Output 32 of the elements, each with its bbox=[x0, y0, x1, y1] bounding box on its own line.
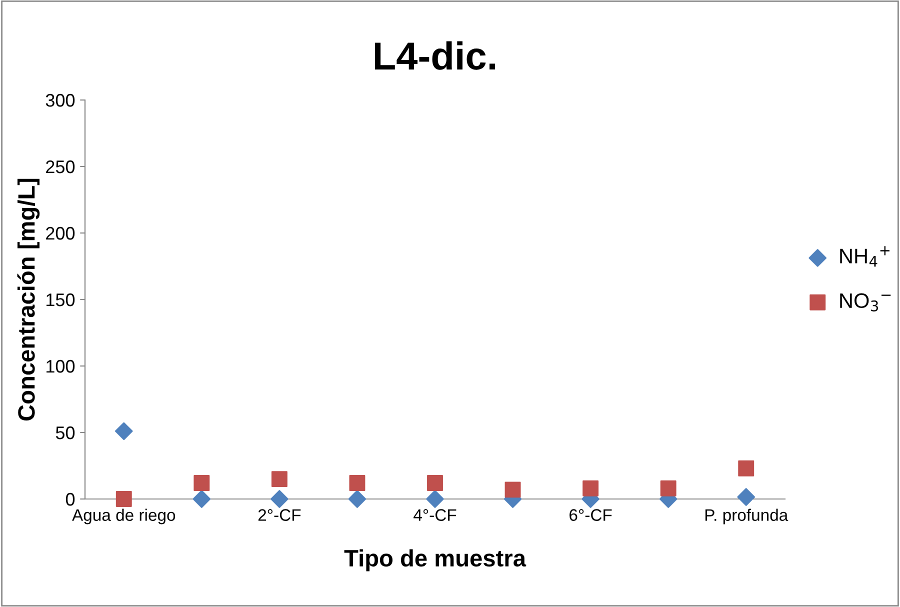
point bbox=[348, 490, 366, 508]
point bbox=[192, 490, 211, 508]
y-tick-label: 0 bbox=[66, 492, 75, 506]
y-tick-label: 100 bbox=[46, 360, 75, 373]
y-axis-title: Concentración [mg/L] bbox=[17, 178, 40, 421]
point bbox=[116, 491, 132, 507]
x-tick-label: Agua de riego bbox=[72, 508, 176, 524]
y-tick-label: 200 bbox=[46, 226, 75, 240]
point bbox=[427, 475, 443, 492]
point bbox=[738, 460, 754, 476]
point bbox=[194, 475, 210, 492]
y-tick-label: 50 bbox=[56, 426, 75, 440]
legend-label: NO$_{3}$$^{−}$ bbox=[840, 293, 891, 312]
y-tick-label: 150 bbox=[46, 293, 75, 306]
x-tick-label: 4°-CF bbox=[414, 509, 456, 521]
x-tick-label: 6°-CF bbox=[570, 509, 612, 521]
point bbox=[270, 490, 288, 508]
legend-label: NH$_{4}$$^{+}$ bbox=[840, 246, 890, 267]
y-tick-label: 300 bbox=[46, 94, 75, 107]
point bbox=[582, 480, 599, 496]
point bbox=[114, 422, 133, 440]
x-tick-label: P. profunda bbox=[705, 508, 788, 524]
point bbox=[737, 488, 756, 506]
point bbox=[271, 471, 288, 488]
x-axis-title: Tipo de muestra bbox=[344, 549, 526, 572]
point bbox=[349, 475, 366, 492]
point bbox=[504, 482, 521, 498]
chart-title: L4-dic. bbox=[374, 41, 495, 70]
x-tick-label: 2°-CF bbox=[258, 509, 301, 521]
y-tick-label: 250 bbox=[46, 160, 75, 174]
point bbox=[660, 480, 676, 496]
point bbox=[426, 490, 444, 508]
